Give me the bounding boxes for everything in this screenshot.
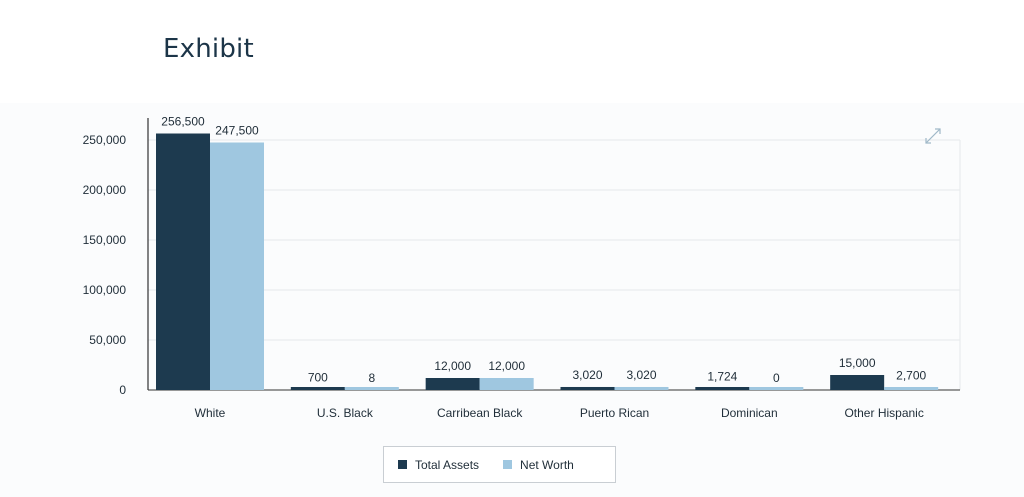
bar-total-assets	[156, 133, 210, 390]
x-tick-label: Other Hispanic	[844, 406, 923, 420]
chart-legend: Total Assets Net Worth	[383, 446, 616, 483]
bar-total-assets	[695, 387, 750, 390]
bar-total-assets	[425, 378, 480, 390]
data-label: 1,724	[707, 369, 737, 383]
data-label: 247,500	[215, 124, 259, 138]
bar-net-worth	[479, 378, 534, 390]
legend-label-total-assets: Total Assets	[415, 457, 480, 472]
legend-item-net-worth[interactable]: Net Worth	[503, 458, 574, 472]
data-label: 12,000	[434, 359, 471, 373]
y-tick-label: 250,000	[83, 133, 127, 147]
y-tick-label: 200,000	[83, 183, 127, 197]
legend-swatch-total-assets	[398, 460, 407, 469]
data-label: 256,500	[161, 115, 205, 129]
data-label: 700	[308, 370, 328, 384]
legend-item-total-assets[interactable]: Total Assets	[398, 458, 479, 472]
x-tick-label: Puerto Rican	[580, 406, 649, 420]
page-title: Exhibit	[163, 34, 254, 64]
bar-net-worth	[884, 387, 939, 390]
bar-total-assets	[560, 386, 615, 390]
data-label: 12,000	[488, 359, 525, 373]
bar-net-worth	[210, 142, 264, 390]
data-label: 8	[368, 371, 375, 385]
expand-icon[interactable]	[921, 124, 945, 148]
data-label: 15,000	[839, 356, 876, 370]
data-label: 3,020	[626, 368, 656, 382]
y-tick-label: 0	[119, 383, 126, 397]
x-tick-label: Carribean Black	[437, 406, 523, 420]
y-tick-label: 50,000	[89, 333, 126, 347]
x-tick-label: U.S. Black	[317, 406, 374, 420]
bar-total-assets	[290, 387, 345, 390]
y-tick-label: 100,000	[83, 283, 127, 297]
data-label: 3,020	[572, 368, 602, 382]
data-label: 2,700	[896, 368, 926, 382]
data-label: 0	[773, 371, 780, 385]
bar-net-worth	[614, 386, 669, 390]
x-tick-label: Dominican	[721, 406, 778, 420]
legend-label-net-worth: Net Worth	[520, 457, 574, 472]
bar-net-worth	[749, 387, 804, 390]
x-tick-label: White	[195, 406, 226, 420]
legend-swatch-net-worth	[503, 460, 513, 469]
bar-net-worth	[344, 387, 399, 390]
bar-total-assets	[830, 375, 885, 390]
y-tick-label: 150,000	[83, 233, 127, 247]
